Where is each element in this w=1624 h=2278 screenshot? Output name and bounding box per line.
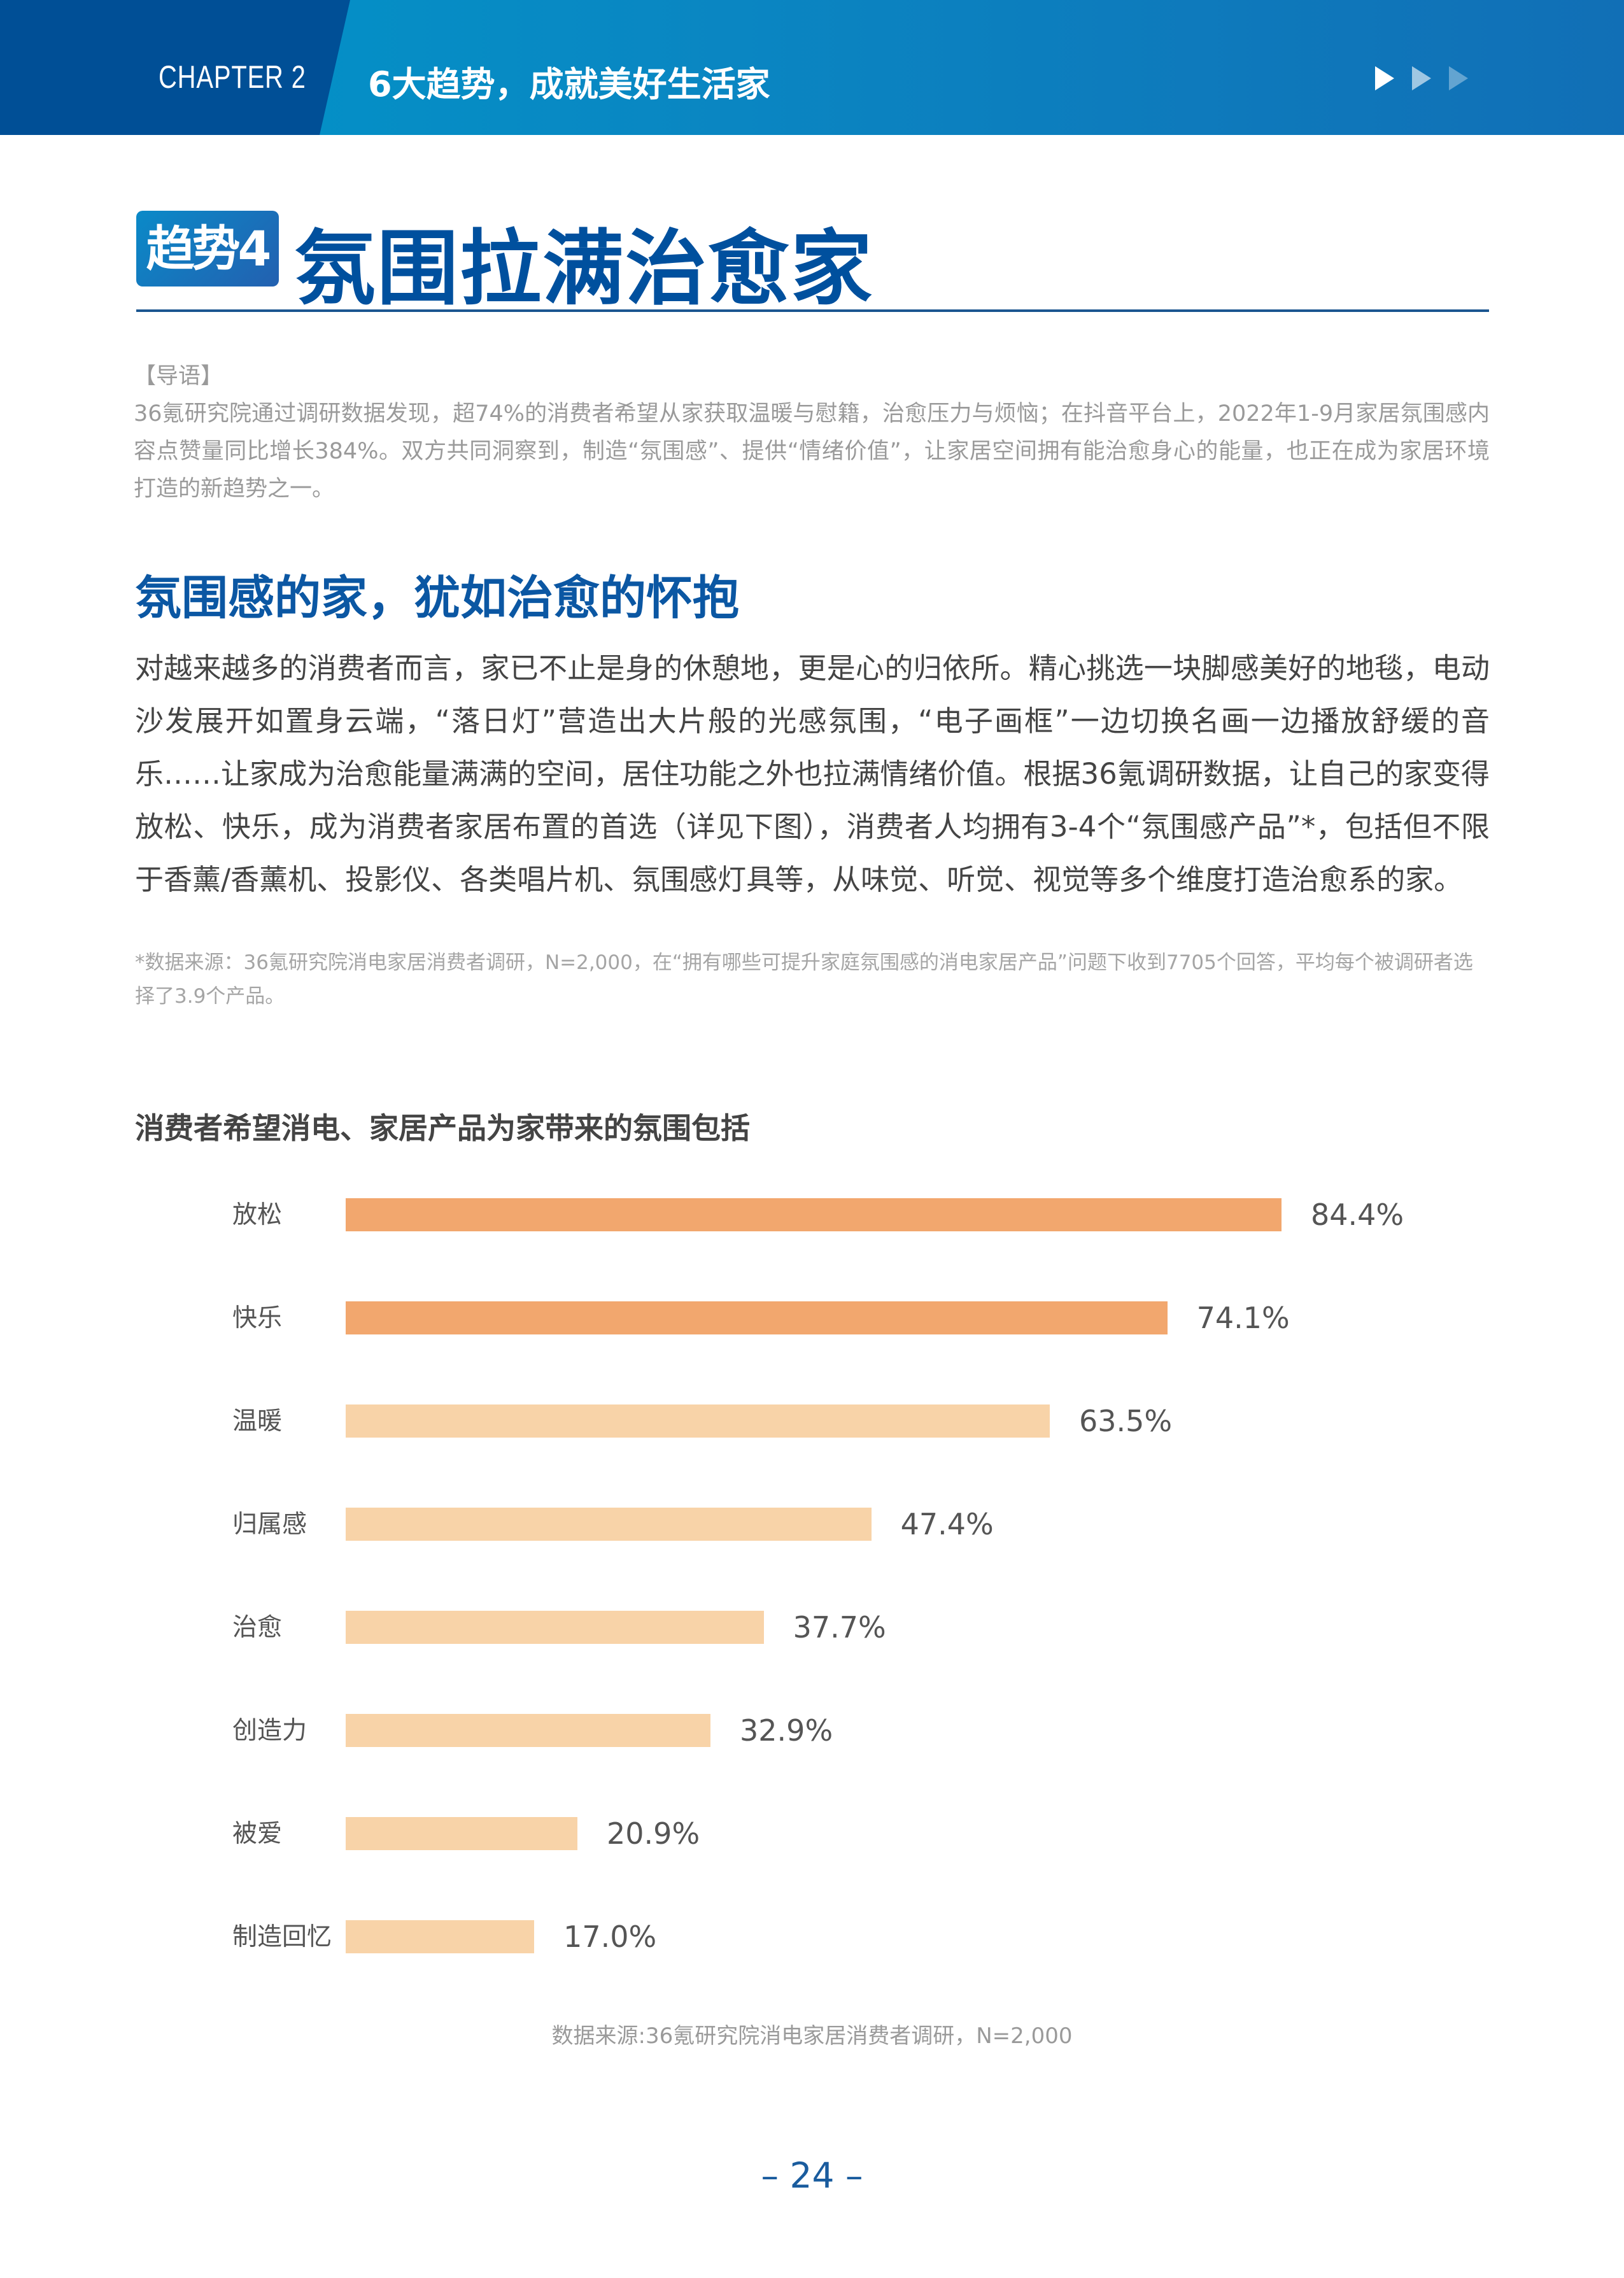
chart-row: 温暖 63.5% <box>0 1404 1624 1438</box>
bar <box>346 1920 535 1953</box>
chart-source: 数据来源:36氪研究院消电家居消费者调研，N=2,000 <box>551 2023 1073 2049</box>
value-label: 37.7% <box>793 1610 886 1645</box>
value-label: 47.4% <box>900 1507 994 1541</box>
category-label: 快乐 <box>232 1304 283 1333</box>
category-label: 归属感 <box>232 1510 307 1539</box>
bar <box>346 1404 1050 1438</box>
chapter-header-dark-block <box>0 0 350 135</box>
category-label: 治愈 <box>232 1613 283 1642</box>
lead-text: 36氪研究院通过调研数据发现，超74%的消费者希望从家获取温暖与慰籍，治愈压力与… <box>134 401 1490 502</box>
value-label: 17.0% <box>563 1920 657 1954</box>
bar <box>346 1714 711 1747</box>
value-label: 20.9% <box>607 1816 700 1851</box>
category-label: 被爱 <box>232 1820 283 1848</box>
value-label: 74.1% <box>1196 1301 1290 1335</box>
page-number: – 24 – <box>761 2155 863 2196</box>
chart-title: 消费者希望消电、家居产品为家带来的氛围包括 <box>135 1111 750 1145</box>
lead-block: 【导语】 36氪研究院通过调研数据发现，超74%的消费者希望从家获取温暖与慰籍，… <box>134 358 1490 508</box>
category-label: 放松 <box>232 1201 283 1229</box>
section-title: 氛围拉满治愈家 <box>294 222 874 316</box>
category-label: 温暖 <box>232 1407 283 1436</box>
body-paragraph: 对越来越多的消费者而言，家已不止是身的休憩地，更是心的归依所。精心挑选一块脚感美… <box>135 651 1490 896</box>
chart-row: 治愈 37.7% <box>0 1611 1624 1644</box>
subheading: 氛围感的家，犹如治愈的怀抱 <box>135 571 739 625</box>
chapter-label: CHAPTER 2 <box>159 59 306 95</box>
bar <box>346 1817 578 1850</box>
play-arrow-icon <box>1412 66 1431 90</box>
chart-row: 被爱 20.9% <box>0 1817 1624 1850</box>
bar <box>346 1198 1282 1231</box>
value-label: 32.9% <box>740 1713 833 1748</box>
chart-row: 归属感 47.4% <box>0 1508 1624 1541</box>
footnote: *数据来源：36氪研究院消电家居消费者调研，N=2,000，在“拥有哪些可提升家… <box>135 951 1473 1008</box>
value-label: 63.5% <box>1078 1404 1173 1438</box>
trend-badge: 趋势4 <box>136 211 279 287</box>
chart-row: 制造回忆 17.0% <box>0 1920 1624 1953</box>
chart-row: 创造力 32.9% <box>0 1714 1624 1747</box>
category-label: 制造回忆 <box>232 1923 332 1951</box>
chapter-title: 6大趋势，成就美好生活家 <box>368 64 770 104</box>
play-arrow-icon <box>1375 66 1394 90</box>
category-label: 创造力 <box>232 1716 307 1745</box>
bar <box>346 1611 764 1644</box>
play-arrow-icon <box>1449 66 1468 90</box>
bar <box>346 1508 872 1541</box>
lead-label: 【导语】 <box>134 364 223 389</box>
value-label: 84.4% <box>1311 1198 1404 1232</box>
title-divider <box>136 309 1489 312</box>
chart-row: 快乐 74.1% <box>0 1301 1624 1334</box>
chart-row: 放松 84.4% <box>0 1198 1624 1231</box>
bar <box>346 1301 1168 1334</box>
